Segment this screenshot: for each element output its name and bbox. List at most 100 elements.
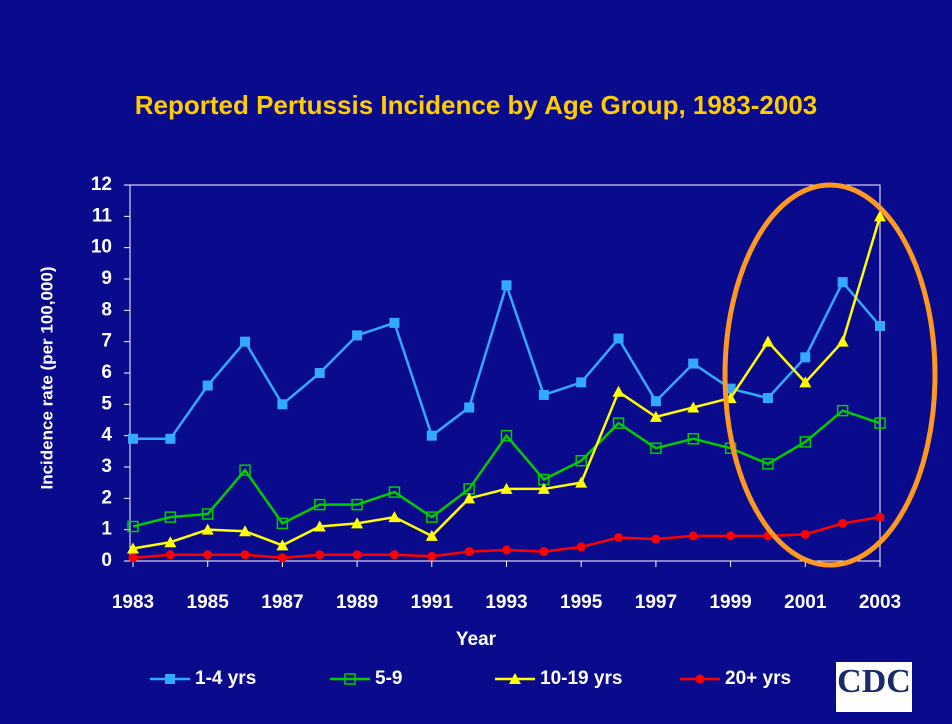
- marker: [314, 368, 325, 378]
- marker: [351, 517, 364, 529]
- marker: [165, 550, 175, 560]
- marker: [426, 430, 437, 441]
- marker: [277, 553, 287, 563]
- marker: [388, 486, 401, 498]
- marker: [389, 317, 400, 328]
- marker: [500, 482, 513, 494]
- marker: [500, 429, 513, 442]
- marker: [502, 545, 511, 555]
- y-tick-label: 6: [101, 362, 112, 383]
- legend-item: 20+ yrs: [680, 668, 791, 689]
- marker: [614, 533, 624, 542]
- marker: [352, 550, 362, 560]
- marker: [315, 550, 325, 560]
- y-tick-label: 9: [101, 268, 112, 289]
- marker: [613, 333, 624, 344]
- legend-label: 20+ yrs: [725, 668, 791, 689]
- marker: [799, 376, 812, 388]
- marker: [651, 534, 661, 544]
- y-tick-label: 8: [101, 299, 112, 320]
- marker: [276, 517, 289, 530]
- marker: [761, 335, 774, 347]
- marker: [203, 550, 213, 560]
- marker: [165, 433, 176, 444]
- line: [132, 409, 881, 528]
- legend-marker: [695, 674, 705, 684]
- y-tick-label: 2: [101, 487, 112, 508]
- x-axis-label: Year: [456, 629, 497, 650]
- legend-label: 5-9: [375, 668, 402, 689]
- logo-box: [836, 662, 912, 712]
- marker: [612, 417, 625, 429]
- marker: [838, 518, 848, 528]
- series: [127, 210, 886, 554]
- x-tick-label: 1997: [635, 592, 677, 613]
- highlight-ellipse: [722, 182, 938, 568]
- marker: [351, 498, 363, 511]
- marker: [389, 550, 399, 560]
- marker: [836, 404, 849, 417]
- marker: [239, 525, 252, 537]
- marker: [501, 280, 512, 291]
- legend-item: 10-19 yrs: [495, 668, 622, 689]
- marker: [650, 442, 662, 454]
- legend-item: 1-4 yrs: [150, 668, 256, 689]
- marker: [127, 520, 139, 533]
- series: [128, 277, 885, 444]
- marker: [800, 352, 811, 363]
- marker: [464, 402, 475, 413]
- marker: [313, 520, 326, 532]
- y-tick-label: 11: [92, 205, 113, 226]
- x-tick-label: 1993: [485, 592, 527, 613]
- marker: [537, 482, 550, 494]
- legend-label: 1-4 yrs: [195, 668, 256, 689]
- marker: [725, 383, 736, 394]
- marker: [240, 550, 250, 560]
- legend-item: 5-9: [330, 668, 402, 689]
- x-tick-label: 1987: [261, 592, 303, 613]
- marker: [837, 277, 848, 288]
- marker: [688, 358, 699, 369]
- marker: [650, 396, 661, 407]
- y-tick-label: 7: [101, 331, 112, 352]
- legend-marker: [509, 673, 521, 684]
- marker: [687, 433, 699, 445]
- x-tick-label: 1985: [187, 592, 230, 613]
- marker: [201, 523, 214, 535]
- y-tick-label: 12: [91, 174, 112, 195]
- marker: [201, 508, 214, 520]
- x-tick-label: 2001: [784, 592, 827, 613]
- marker: [762, 393, 773, 404]
- x-tick-label: 1991: [411, 592, 454, 613]
- marker: [164, 511, 177, 523]
- marker: [388, 511, 401, 523]
- marker: [464, 547, 474, 557]
- marker: [762, 458, 774, 470]
- y-tick-label: 5: [101, 393, 112, 414]
- y-tick-label: 1: [101, 519, 112, 540]
- cdc-logo: CDC: [836, 662, 912, 712]
- marker: [875, 321, 885, 331]
- y-tick-label: 10: [91, 237, 112, 258]
- marker: [352, 330, 363, 341]
- marker: [874, 210, 886, 222]
- x-tick-label: 2003: [859, 592, 901, 613]
- marker: [726, 531, 736, 541]
- series: [128, 512, 885, 563]
- marker: [127, 542, 139, 554]
- marker: [425, 529, 438, 541]
- marker: [426, 511, 438, 523]
- marker: [427, 551, 437, 561]
- marker: [539, 547, 549, 557]
- marker: [277, 399, 288, 410]
- marker: [239, 464, 251, 476]
- marker: [688, 531, 698, 541]
- marker: [575, 454, 587, 467]
- marker: [612, 385, 625, 397]
- legend-marker: [344, 673, 356, 685]
- marker: [538, 389, 549, 400]
- marker: [799, 436, 812, 448]
- y-tick-label: 4: [101, 425, 112, 446]
